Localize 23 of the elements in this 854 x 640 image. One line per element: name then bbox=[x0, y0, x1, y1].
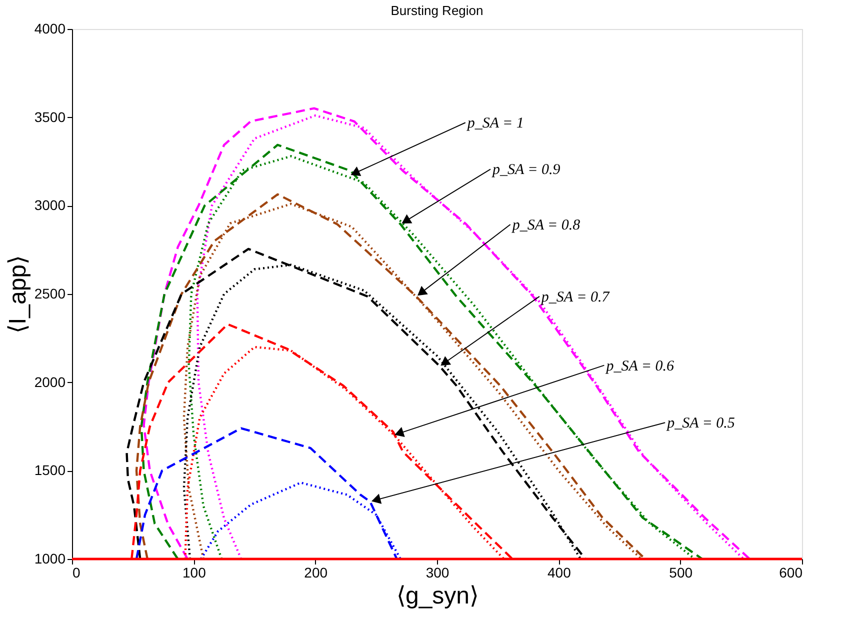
x-tick-label: 300 bbox=[426, 564, 450, 580]
x-tick-label: 200 bbox=[304, 564, 328, 580]
y-axis-title: ⟨I_app⟩ bbox=[4, 255, 32, 334]
annotation: p_SA = 0.6 bbox=[605, 358, 674, 374]
x-tick-label: 100 bbox=[182, 564, 206, 580]
y-tick-label: 3500 bbox=[34, 108, 66, 125]
annotation: p_SA = 0.5 bbox=[666, 416, 736, 432]
y-tick-label: 4000 bbox=[34, 20, 66, 36]
y-tick-label: 3000 bbox=[34, 197, 66, 214]
annotation: p_SA = 0.9 bbox=[492, 162, 561, 178]
x-tick-label: 600 bbox=[779, 564, 803, 580]
x-tick-label: 400 bbox=[547, 564, 572, 580]
x-axis-title: ⟨g_syn⟩ bbox=[396, 582, 479, 610]
x-tick-label: 500 bbox=[669, 564, 693, 580]
x-tick-label: 0 bbox=[72, 564, 80, 580]
y-tick-label: 2500 bbox=[34, 286, 66, 302]
annotation: p_SA = 0.8 bbox=[511, 217, 581, 234]
annotation: p_SA = 1 bbox=[466, 116, 524, 132]
annotation: p_SA = 0.7 bbox=[540, 289, 611, 306]
y-tick-label: 1000 bbox=[34, 550, 66, 566]
chart-title: Bursting Region bbox=[390, 3, 484, 18]
y-tick-label: 1500 bbox=[34, 462, 66, 478]
y-tick-label: 2000 bbox=[34, 374, 66, 390]
